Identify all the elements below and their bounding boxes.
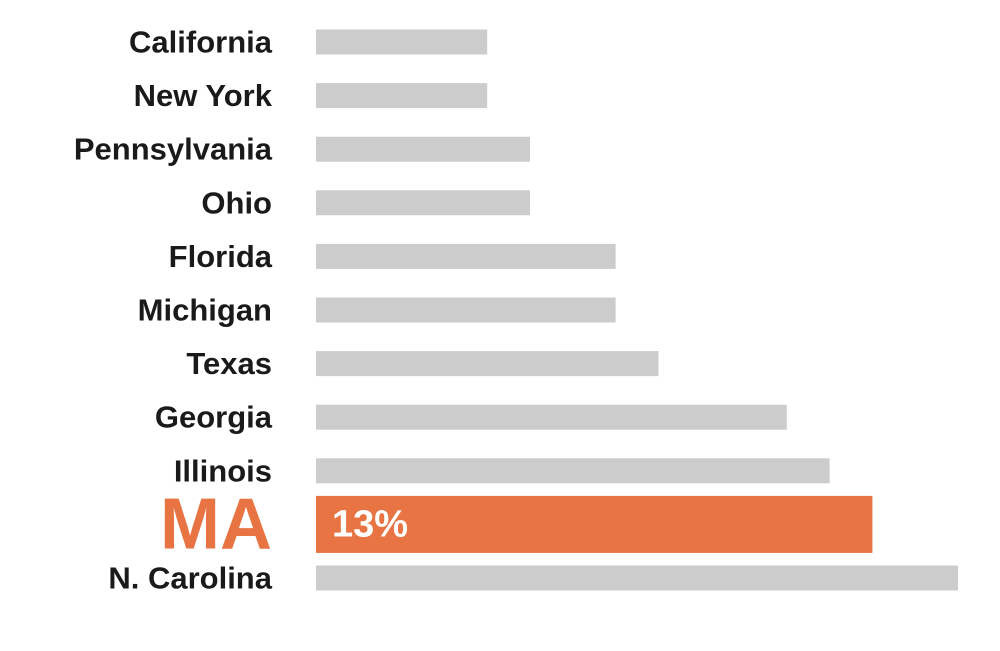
category-label-new-york: New York (134, 78, 273, 113)
category-label-illinois: Illinois (174, 453, 272, 488)
category-label-n-carolina: N. Carolina (108, 561, 272, 596)
bar-n-carolina (316, 565, 958, 591)
category-label-georgia: Georgia (155, 400, 273, 435)
bar-texas (316, 351, 659, 377)
bar-georgia (316, 404, 787, 430)
category-label-ohio: Ohio (201, 185, 272, 220)
bar-ma (316, 495, 873, 553)
data-label-ma: 13% (332, 503, 408, 545)
bar-ohio (316, 190, 530, 216)
bar-florida (316, 243, 616, 269)
bar-california (316, 29, 488, 55)
bar-illinois (316, 458, 830, 484)
category-label-michigan: Michigan (138, 293, 272, 328)
bar-pennsylvania (316, 136, 530, 162)
category-label-california: California (129, 25, 273, 60)
bar-michigan (316, 297, 616, 323)
bar-new-york (316, 83, 488, 109)
category-label-florida: Florida (169, 239, 273, 274)
category-label-ma: MA (160, 484, 272, 564)
category-label-texas: Texas (186, 346, 272, 381)
category-label-pennsylvania: Pennsylvania (74, 132, 273, 167)
